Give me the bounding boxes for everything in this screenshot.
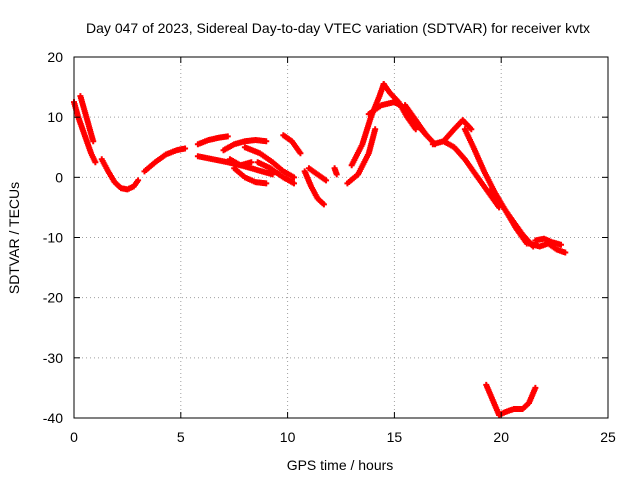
series-track-u: [429, 117, 475, 148]
x-tick-label: 5: [177, 429, 185, 445]
series-track-m: [301, 168, 327, 208]
y-tick-label: -20: [43, 290, 63, 306]
data-point: [203, 137, 210, 144]
data-point: [319, 200, 326, 207]
y-axis-label: SDTVAR / TECUs: [6, 182, 22, 294]
series-track-j: [241, 144, 298, 181]
data-series: [71, 81, 569, 418]
series-track-i: [231, 165, 270, 187]
series-track-c: [98, 156, 142, 193]
data-point: [104, 166, 111, 173]
series-track-k: [254, 159, 298, 187]
data-point: [364, 152, 371, 159]
data-point: [333, 169, 340, 176]
data-point: [257, 167, 264, 174]
series-track-n: [305, 165, 330, 184]
data-point: [358, 142, 365, 149]
series-track-x: [487, 186, 537, 250]
data-point: [531, 386, 538, 393]
data-point: [371, 128, 378, 135]
data-point: [307, 181, 314, 188]
series-track-t: [402, 102, 438, 148]
data-point: [278, 167, 285, 174]
data-point: [87, 148, 94, 155]
data-point: [296, 148, 303, 155]
data-point: [552, 245, 559, 252]
series-track-low: [483, 381, 539, 418]
data-point: [161, 152, 168, 159]
data-point: [250, 178, 257, 185]
data-point: [411, 115, 418, 122]
series-track-o: [331, 165, 340, 178]
data-point: [497, 199, 504, 206]
chart-title: Day 047 of 2023, Sidereal Day-to-day VTE…: [86, 20, 590, 36]
y-tick-label: -30: [43, 350, 63, 366]
data-point: [246, 164, 253, 171]
data-point: [488, 395, 495, 402]
x-tick-label: 15: [387, 429, 403, 445]
data-point: [236, 161, 243, 168]
series-track-p: [344, 126, 379, 187]
data-point: [289, 173, 296, 180]
data-point: [261, 180, 268, 187]
data-point: [83, 136, 90, 143]
data-point: [556, 241, 563, 248]
data-point: [150, 160, 157, 167]
data-point: [229, 142, 236, 149]
data-point: [375, 94, 382, 101]
data-point: [289, 179, 296, 186]
data-point: [180, 145, 187, 152]
axis-ticks: 0 5 10 15 20 25 -40 -30 -20 -10 0 10 20: [43, 49, 616, 445]
data-point: [81, 106, 88, 113]
y-tick-label: -10: [43, 230, 63, 246]
data-point: [469, 142, 476, 149]
x-tick-label: 10: [280, 429, 296, 445]
data-point: [560, 248, 567, 255]
series-track-a: [71, 99, 99, 166]
data-point: [267, 170, 274, 177]
data-point: [367, 115, 374, 122]
data-point: [265, 164, 272, 171]
data-point: [467, 124, 474, 131]
series-track-z: [532, 235, 565, 248]
data-point: [89, 136, 96, 143]
data-point: [171, 147, 178, 154]
data-point: [255, 149, 262, 156]
data-point: [353, 172, 360, 179]
data-point: [240, 173, 247, 180]
y-tick-label: -40: [43, 410, 63, 426]
data-point: [321, 176, 328, 183]
data-point: [246, 159, 253, 166]
x-tick-label: 25: [600, 429, 616, 445]
y-tick-label: 10: [47, 109, 63, 125]
data-point: [85, 121, 92, 128]
data-point: [473, 172, 480, 179]
data-point: [261, 138, 268, 145]
series-track-g: [220, 137, 270, 154]
series-track-h: [226, 156, 276, 178]
data-point: [376, 103, 383, 110]
x-tick-label: 0: [70, 429, 78, 445]
y-tick-label: 0: [55, 169, 63, 185]
data-point: [91, 157, 98, 164]
series-track-d: [141, 145, 189, 175]
data-point: [480, 166, 487, 173]
series-track-b: [77, 93, 97, 145]
data-point: [278, 173, 285, 180]
y-tick-label: 20: [47, 49, 63, 65]
series-track-l: [280, 132, 304, 157]
data-point: [223, 133, 230, 140]
data-point: [507, 214, 514, 221]
data-point: [500, 409, 507, 416]
data-point: [134, 178, 141, 185]
data-point: [547, 238, 554, 245]
x-tick-label: 20: [493, 429, 509, 445]
data-point: [268, 158, 275, 165]
series-track-e: [194, 133, 231, 148]
grid: [74, 57, 608, 418]
x-axis-label: GPS time / hours: [287, 457, 394, 473]
data-point: [78, 124, 85, 131]
